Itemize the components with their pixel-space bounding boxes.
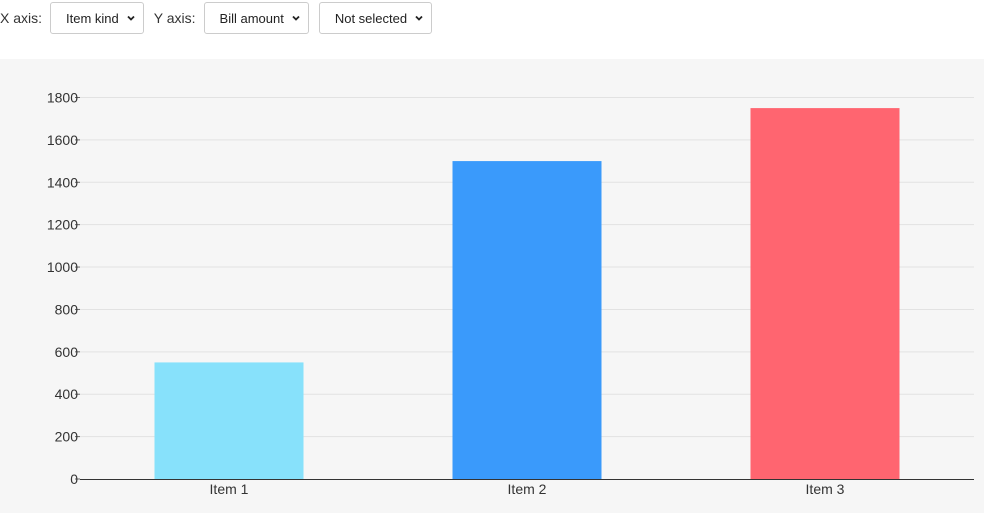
axis-controls: X axis: Item kind Y axis: Bill amount No… bbox=[0, 0, 442, 36]
y-tick-label: 800 bbox=[55, 301, 79, 317]
group-select[interactable]: Not selected bbox=[318, 2, 433, 34]
y-axis-select[interactable]: Bill amount bbox=[203, 2, 309, 34]
x-axis-select-value: Item kind bbox=[66, 10, 119, 26]
y-tick-label: 1800 bbox=[47, 90, 78, 106]
x-tick-label: Item 1 bbox=[210, 481, 249, 497]
bar-chart: 0 200 400 600 800 1000 1200 1400 1600 1800 Item 1… bbox=[47, 90, 974, 497]
y-axis-select-value: Bill amount bbox=[219, 10, 284, 26]
bar-item-2[interactable] bbox=[452, 161, 602, 479]
chevron-down-icon bbox=[415, 15, 423, 21]
x-tick-label: Item 3 bbox=[806, 481, 845, 497]
y-axis-ticks: 0 200 400 600 800 1000 1200 1400 1600 1800 bbox=[47, 90, 80, 487]
y-tick-label: 1200 bbox=[47, 217, 78, 233]
bar-item-1[interactable] bbox=[154, 362, 304, 479]
y-tick-label: 1600 bbox=[47, 132, 78, 148]
x-axis-select[interactable]: Item kind bbox=[50, 2, 144, 34]
y-tick-label: 600 bbox=[55, 344, 79, 360]
chart-panel: 0 200 400 600 800 1000 1200 1400 1600 1800 Item 1… bbox=[0, 59, 984, 513]
bars bbox=[154, 108, 900, 479]
chevron-down-icon bbox=[292, 15, 300, 21]
bar-item-3[interactable] bbox=[750, 108, 900, 479]
y-tick-label: 1400 bbox=[47, 174, 78, 190]
group-select-value: Not selected bbox=[334, 10, 408, 26]
x-axis-label: X axis: bbox=[0, 10, 43, 26]
y-axis-label: Y axis: bbox=[153, 10, 196, 26]
y-tick-label: 0 bbox=[70, 471, 78, 487]
x-axis-ticks: Item 1 Item 2 Item 3 bbox=[210, 481, 845, 497]
y-tick-label: 400 bbox=[55, 386, 79, 402]
y-tick-label: 200 bbox=[55, 429, 79, 445]
chevron-down-icon bbox=[127, 15, 135, 21]
x-tick-label: Item 2 bbox=[508, 481, 547, 497]
y-tick-label: 1000 bbox=[47, 259, 78, 275]
